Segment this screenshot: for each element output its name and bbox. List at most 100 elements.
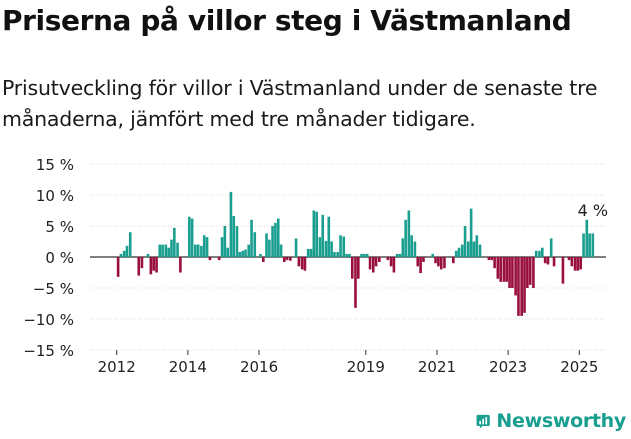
bar: [312, 210, 316, 257]
bar: [167, 247, 170, 257]
bar: [235, 226, 239, 257]
bar: [176, 242, 179, 257]
bar: [540, 247, 544, 257]
y-tick-label: 15 %: [36, 156, 74, 174]
bar: [502, 257, 506, 282]
bar: [152, 257, 156, 271]
bar: [490, 257, 494, 261]
bar: [140, 257, 144, 269]
bar: [336, 252, 339, 257]
x-tick-label: 2014: [169, 358, 207, 376]
bar: [520, 257, 523, 316]
page-subtitle: Prisutveckling för villor i Västmanland …: [2, 76, 598, 131]
x-tick-label: 2025: [560, 358, 598, 376]
bar: [149, 257, 153, 275]
bar: [279, 244, 283, 257]
bar: [517, 257, 520, 316]
bar: [499, 257, 502, 282]
bar: [170, 239, 173, 257]
bar: [217, 257, 221, 261]
bar: [294, 238, 298, 257]
newsworthy-logo-icon: [476, 414, 490, 429]
bar: [164, 244, 168, 257]
last-value-annotation: 4 %: [578, 201, 608, 220]
x-axis: 2012 2014 2016 2019 2021 2023 2025: [98, 350, 598, 376]
bar: [443, 257, 446, 269]
bar: [457, 247, 461, 257]
bar: [125, 245, 129, 257]
bar: [268, 239, 271, 257]
x-tick-label: 2019: [347, 358, 385, 376]
bar: [514, 257, 517, 296]
bar: [315, 211, 318, 257]
bar: [179, 257, 182, 273]
bar: [460, 244, 464, 257]
bar: [345, 253, 348, 257]
y-tick-label: 0 %: [45, 249, 74, 267]
bar: [158, 244, 162, 257]
bar: [259, 253, 262, 257]
bar: [360, 253, 363, 257]
bar: [238, 252, 242, 257]
bar: [368, 257, 372, 270]
bar: [309, 248, 313, 257]
bar: [265, 233, 268, 257]
x-tick-label: 2012: [98, 358, 136, 376]
bar: [532, 257, 535, 288]
bar: [576, 257, 580, 271]
bar: [247, 244, 251, 257]
bar: [431, 253, 434, 257]
bar: [374, 257, 378, 267]
bar: [588, 233, 591, 257]
bar: [422, 257, 425, 262]
bar: [244, 249, 247, 257]
x-tick-label: 2023: [489, 358, 527, 376]
bar: [363, 253, 366, 257]
bar: [452, 257, 455, 264]
bar: [543, 257, 547, 264]
bar: [434, 257, 437, 264]
x-tick-label: 2016: [240, 358, 278, 376]
bar: [306, 248, 310, 257]
bar: [324, 240, 328, 257]
bar: [416, 257, 420, 267]
bar: [523, 257, 526, 313]
y-tick-label: 5 %: [45, 218, 74, 236]
bar: [582, 233, 585, 257]
bar: [357, 257, 360, 279]
bar: [339, 235, 342, 257]
bar: [511, 257, 514, 288]
bar: [413, 241, 417, 257]
bar: [327, 216, 331, 257]
bar: [128, 232, 132, 257]
bar: [526, 257, 529, 288]
bar: [187, 216, 191, 257]
bar: [475, 235, 479, 257]
bar: [271, 226, 274, 257]
bar: [561, 257, 565, 284]
bar: [200, 245, 203, 257]
bar: [439, 257, 443, 270]
bar: [146, 253, 150, 257]
bar: [538, 250, 541, 257]
bar: [528, 257, 532, 285]
bar-chart: 15 %10 %5 %0 %−5 %−10 %−15 % 2012 2014 201…: [23, 156, 608, 376]
bar: [371, 257, 375, 273]
bar: [241, 250, 244, 257]
bar: [137, 257, 141, 276]
bar: [208, 257, 212, 261]
bar: [232, 216, 236, 257]
y-axis-labels: 15 % 10 % 5 % 0 % −5 % −10 % −15 %: [23, 156, 74, 360]
bar: [437, 257, 440, 267]
bar: [398, 253, 402, 257]
bar: [342, 236, 346, 257]
bar: [318, 237, 322, 257]
bar: [407, 210, 411, 257]
bar: [220, 237, 224, 257]
bar: [496, 257, 500, 279]
bar: [194, 244, 197, 257]
bar: [469, 208, 473, 257]
bar: [205, 237, 209, 257]
grid: [90, 163, 606, 351]
bar: [454, 250, 458, 257]
